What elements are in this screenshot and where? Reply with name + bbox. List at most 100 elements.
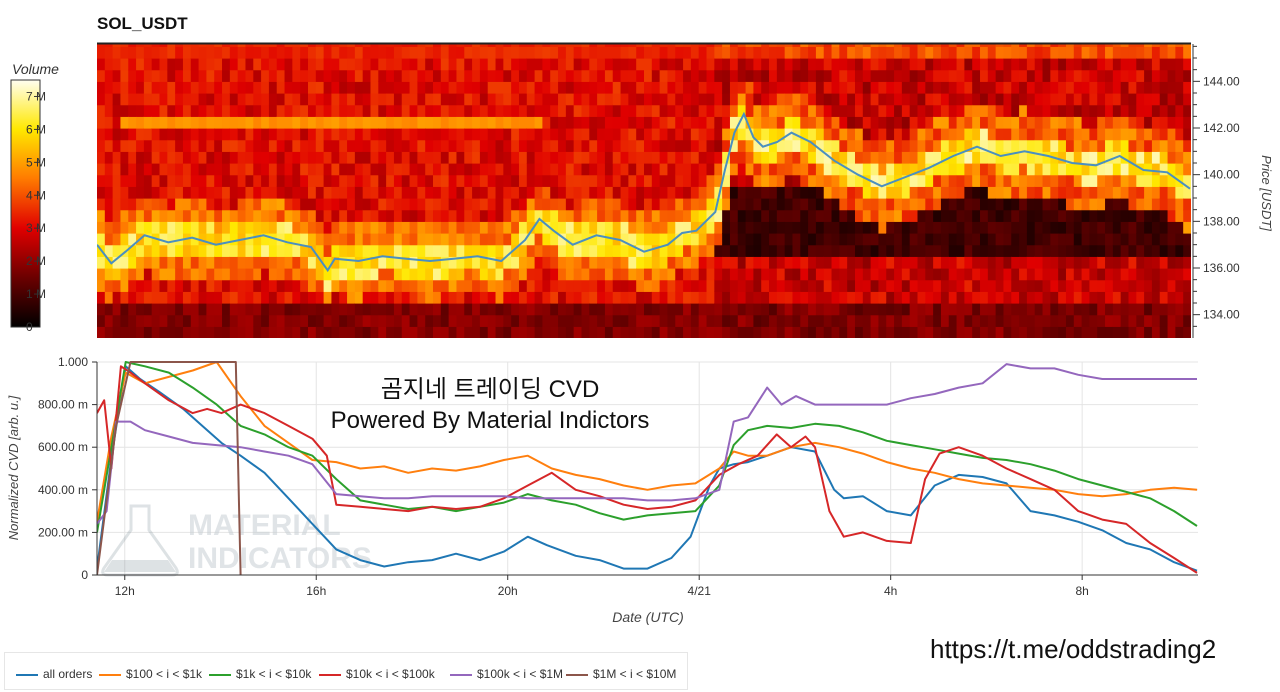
- heatmap-cell: [518, 43, 528, 47]
- heatmap-cell: [253, 198, 262, 211]
- heatmap-cell: [1011, 221, 1020, 234]
- heatmap-cell: [597, 291, 606, 304]
- heatmap-cell: [440, 46, 450, 59]
- heatmap-cell: [479, 198, 489, 211]
- heatmap-cell: [175, 268, 184, 281]
- heatmap-cell: [1034, 163, 1044, 176]
- heatmap-cell: [831, 151, 840, 164]
- heatmap-cell: [386, 163, 395, 176]
- heatmap-cell: [198, 81, 207, 94]
- heatmap-cell: [495, 174, 504, 187]
- heatmap-cell: [409, 104, 418, 117]
- heatmap-cell: [987, 174, 997, 187]
- heatmap-cell: [1151, 151, 1161, 164]
- heatmap-cell: [683, 46, 692, 59]
- heatmap-cell: [1120, 268, 1130, 281]
- heatmap-cell: [815, 69, 825, 82]
- heatmap-cell: [870, 163, 880, 176]
- heatmap-cell: [1159, 268, 1169, 281]
- heatmap-cell: [917, 58, 926, 71]
- heatmap-cell: [737, 209, 747, 222]
- heatmap-cell: [1011, 93, 1020, 106]
- heatmap-cell: [1042, 163, 1051, 176]
- heatmap-cell: [347, 93, 356, 106]
- heatmap-cell: [565, 233, 575, 246]
- heatmap-cell: [573, 104, 583, 117]
- heatmap-cell: [1097, 69, 1106, 82]
- legend-item-100-1k[interactable]: $100 < i < $1k: [99, 667, 202, 681]
- heatmap-cell: [847, 233, 856, 246]
- heatmap-cell: [940, 303, 950, 316]
- legend-item-1m-10m[interactable]: $1M < i < $10M: [566, 667, 676, 681]
- heatmap-cell: [409, 303, 418, 316]
- heatmap-cell: [1058, 209, 1067, 222]
- telegram-link[interactable]: https://t.me/oddstrading2: [930, 634, 1217, 664]
- legend-item-all-orders[interactable]: all orders: [16, 667, 92, 681]
- legend-item-100k-1m[interactable]: $100k < i < $1M: [450, 667, 563, 681]
- heatmap-cell: [339, 198, 348, 211]
- cvd-y-tick-label: 200.00 m: [38, 525, 88, 539]
- heatmap-cell: [128, 81, 137, 94]
- heatmap-cell: [690, 279, 700, 292]
- heatmap-cell: [448, 81, 458, 94]
- heatmap-cell: [886, 209, 895, 222]
- legend: all orders $100 < i < $1k $1k < i < $10k…: [4, 652, 688, 690]
- heatmap-cell: [1065, 69, 1075, 82]
- heatmap-cell: [1112, 279, 1122, 292]
- heatmap-cell: [604, 104, 614, 117]
- heatmap-cell: [190, 174, 200, 187]
- heatmap-cell: [1081, 139, 1091, 152]
- heatmap-cell: [597, 279, 606, 292]
- heatmap-cell: [878, 233, 887, 246]
- heatmap-cell: [339, 291, 348, 304]
- heatmap-cell: [1136, 279, 1145, 292]
- heatmap-cell: [1011, 186, 1020, 199]
- legend-label: all orders: [43, 667, 93, 681]
- heatmap-cell: [378, 104, 387, 117]
- heatmap-cell: [1081, 116, 1091, 129]
- heatmap-cell: [847, 221, 856, 234]
- heatmap-cell: [651, 291, 661, 304]
- heatmap-cell: [753, 69, 762, 82]
- heatmap-cell: [714, 81, 723, 94]
- heatmap-cell: [1128, 104, 1137, 117]
- heatmap-cell: [1128, 221, 1137, 234]
- heatmap-cell: [448, 198, 458, 211]
- heatmap-cell: [980, 81, 989, 94]
- legend-item-10k-100k[interactable]: $10k < i < $100k: [319, 667, 435, 681]
- heatmap-cell: [362, 174, 372, 187]
- heatmap-cell: [347, 174, 356, 187]
- heatmap-cell: [597, 268, 606, 281]
- heatmap-cell: [354, 163, 364, 176]
- heatmap-cell: [659, 198, 669, 211]
- heatmap-cell: [800, 151, 809, 164]
- heatmap-cell: [253, 46, 262, 59]
- heatmap-cell: [417, 81, 426, 94]
- heatmap-cell: [198, 244, 207, 257]
- heatmap-cell: [604, 128, 614, 141]
- heatmap-cell: [948, 163, 958, 176]
- heatmap-cell: [909, 139, 919, 152]
- heatmap-cell: [433, 81, 442, 94]
- legend-item-1k-10k[interactable]: $1k < i < $10k: [209, 667, 311, 681]
- heatmap-cell: [792, 198, 801, 211]
- heatmap-cell: [112, 93, 122, 106]
- heatmap-cell: [956, 233, 965, 246]
- heatmap-cell: [886, 81, 895, 94]
- heatmap-cell: [1011, 174, 1020, 187]
- heatmap-cell: [644, 233, 653, 246]
- heatmap-cell: [675, 314, 684, 327]
- heatmap-cell: [714, 186, 723, 199]
- heatmap-cell: [565, 314, 575, 327]
- heatmap-cell: [698, 69, 708, 82]
- heatmap-cell: [1065, 233, 1075, 246]
- heatmap-cell: [761, 46, 770, 59]
- heatmap-cell: [97, 268, 106, 281]
- heatmap-cell: [1026, 58, 1036, 71]
- heatmap-cell: [933, 69, 942, 82]
- heatmap-cell: [1136, 256, 1145, 269]
- heatmap-cell: [159, 81, 168, 94]
- heatmap-cell: [464, 104, 473, 117]
- heatmap-cell: [261, 209, 270, 222]
